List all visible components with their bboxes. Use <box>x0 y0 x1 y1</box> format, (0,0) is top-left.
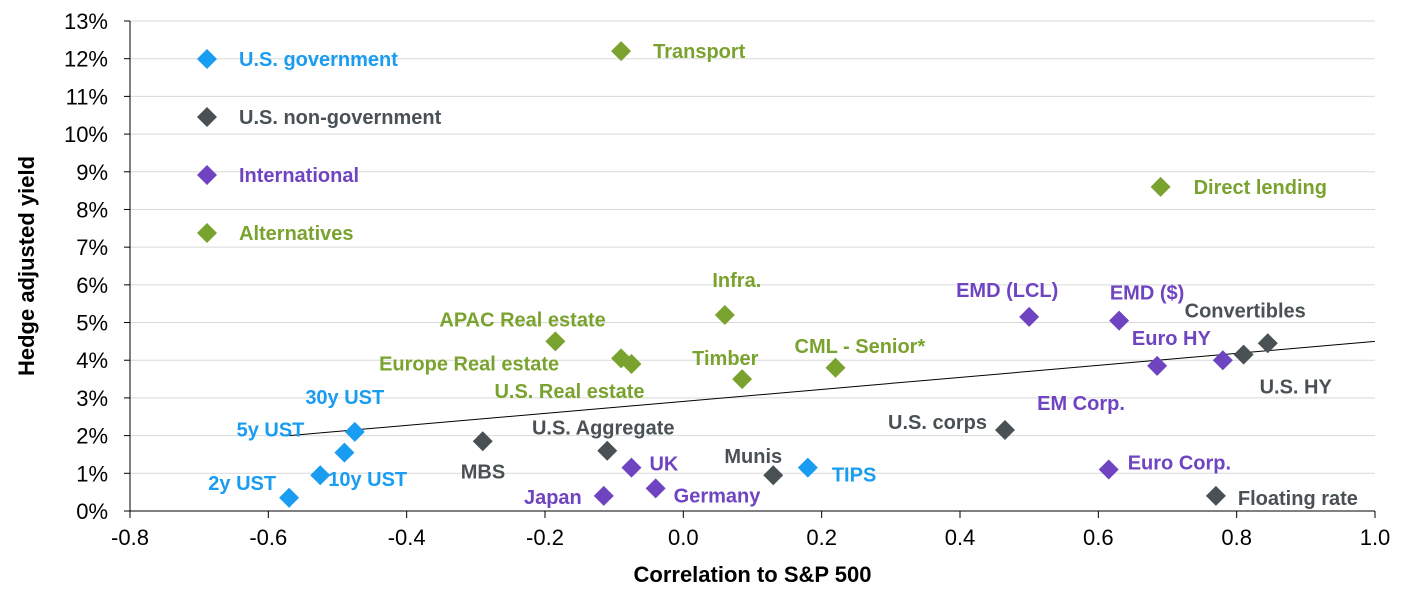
point-marker <box>611 41 632 62</box>
y-tick-label: 4% <box>76 348 108 373</box>
point-marker <box>825 357 846 378</box>
y-tick-label: 13% <box>64 9 108 34</box>
gridlines <box>130 20 1375 474</box>
point-marker <box>1205 485 1226 506</box>
point-label: Convertibles <box>1185 300 1306 322</box>
data-points <box>279 41 1278 508</box>
legend-label: International <box>239 165 359 187</box>
point-marker <box>1147 355 1168 376</box>
point-label: 5y UST <box>237 420 305 442</box>
point-labels: 2y UST 5y UST 10y UST 30y UST TIPS MBS U.S. Ag… <box>208 41 1358 510</box>
x-tick-label: 1.0 <box>1360 525 1391 550</box>
point-marker <box>621 354 642 374</box>
point-marker <box>545 331 566 352</box>
y-tick-label: 8% <box>76 197 108 222</box>
y-tick-label: 0% <box>76 499 108 524</box>
point-label: UK <box>649 454 678 476</box>
point-label: Floating rate <box>1238 488 1358 510</box>
point-label: APAC Real estate <box>439 309 605 331</box>
x-tick-label: 0.4 <box>945 525 976 550</box>
legend: U.S. government U.S. non-government Intern… <box>197 49 442 245</box>
x-tick-label: 0.6 <box>1083 525 1114 550</box>
point-marker <box>279 487 300 508</box>
x-tick-label: 0.0 <box>668 525 699 550</box>
legend-marker <box>197 223 217 243</box>
point-label: EMD (LCL) <box>956 280 1058 302</box>
y-tick-label: 2% <box>76 424 108 449</box>
point-label: Euro HY <box>1132 328 1212 350</box>
legend-marker <box>197 107 217 127</box>
point-marker <box>714 305 735 325</box>
x-tick-label: 0.2 <box>806 525 837 550</box>
point-marker <box>1257 333 1278 354</box>
point-marker <box>1150 176 1171 197</box>
y-axis: 0% 1% 2% 3% 4% 5% 6% 7% 8% 9% 10% 11% 12% 13% <box>64 9 131 524</box>
point-marker <box>797 457 818 478</box>
legend-label: U.S. non-government <box>239 107 442 129</box>
point-label: Europe Real estate <box>379 353 559 375</box>
point-marker <box>621 457 642 478</box>
point-label: U.S. Real estate <box>494 381 644 403</box>
point-label: 10y UST <box>328 469 407 491</box>
point-label: TIPS <box>832 465 876 487</box>
x-tick-label: -0.8 <box>111 525 149 550</box>
point-label: U.S. HY <box>1260 377 1333 399</box>
y-tick-label: 9% <box>76 160 108 185</box>
point-marker <box>1098 459 1119 480</box>
point-label: Timber <box>692 348 759 370</box>
point-label: 2y UST <box>208 473 276 495</box>
point-marker <box>645 478 666 499</box>
point-label: Munis <box>724 446 782 468</box>
point-label: U.S. Aggregate <box>532 418 675 440</box>
point-label: EM Corp. <box>1037 393 1125 415</box>
legend-marker <box>197 165 217 185</box>
y-tick-label: 7% <box>76 235 108 260</box>
point-marker <box>334 442 355 463</box>
point-label: U.S. corps <box>888 412 987 434</box>
point-marker <box>1019 306 1040 327</box>
point-marker <box>597 440 618 461</box>
point-marker <box>1212 350 1233 371</box>
point-label: Euro Corp. <box>1128 453 1231 475</box>
point-marker <box>763 465 784 486</box>
y-tick-label: 12% <box>64 47 108 72</box>
y-tick-label: 1% <box>76 461 108 486</box>
y-tick-label: 3% <box>76 386 108 411</box>
point-marker <box>994 419 1015 440</box>
point-marker <box>732 369 753 390</box>
point-label: Direct lending <box>1194 177 1327 199</box>
point-label: MBS <box>461 461 505 483</box>
point-marker <box>1109 310 1130 331</box>
point-label: Infra. <box>712 270 761 292</box>
point-marker <box>310 465 331 486</box>
point-label: 30y UST <box>305 387 384 409</box>
trendline-group <box>289 340 1376 437</box>
x-tick-label: 0.8 <box>1221 525 1252 550</box>
point-label: Japan <box>524 487 582 509</box>
point-marker <box>344 421 365 442</box>
point-marker <box>472 431 493 452</box>
y-axis-title: Hedge adjusted yield <box>14 156 39 376</box>
x-tick-label: -0.2 <box>526 525 564 550</box>
x-tick-label: -0.4 <box>388 525 426 550</box>
y-tick-label: 10% <box>64 122 108 147</box>
point-label: Germany <box>674 485 762 507</box>
y-tick-label: 5% <box>76 311 108 336</box>
x-axis-title: Correlation to S&P 500 <box>634 562 872 587</box>
trendline <box>289 340 1376 437</box>
point-label: CML - Senior* <box>795 336 926 358</box>
legend-label: U.S. government <box>239 49 398 71</box>
legend-label: Alternatives <box>239 223 354 245</box>
x-axis: -0.8 -0.6 -0.4 -0.2 0.0 0.2 0.4 0.6 0.8 1.0 <box>111 510 1391 550</box>
x-tick-label: -0.6 <box>249 525 287 550</box>
point-label: EMD ($) <box>1110 283 1184 305</box>
y-tick-label: 11% <box>66 84 108 109</box>
point-label: Transport <box>653 41 746 63</box>
point-marker <box>1233 344 1254 365</box>
point-marker <box>593 485 614 506</box>
y-tick-label: 6% <box>76 273 108 298</box>
legend-marker <box>197 49 217 69</box>
